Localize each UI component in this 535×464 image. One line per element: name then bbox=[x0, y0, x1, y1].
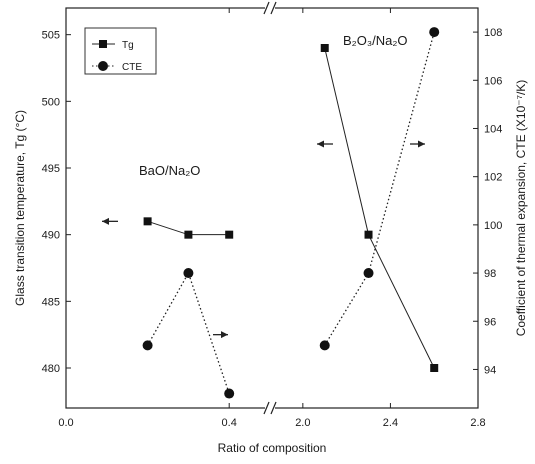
b2o3-tg-line bbox=[324, 47, 435, 369]
bao-cte-point bbox=[183, 268, 194, 279]
b2o3-tg-point bbox=[320, 44, 329, 52]
bao-cte-line bbox=[147, 271, 230, 394]
y-left-tick-label: 485 bbox=[42, 296, 60, 308]
legend-label: Tg bbox=[122, 40, 134, 51]
bao-cte-point bbox=[142, 340, 153, 351]
b2o3-tg-point bbox=[364, 230, 373, 239]
x-tick-label: 2.8 bbox=[470, 417, 485, 429]
y-right-tick-label: 100 bbox=[484, 220, 502, 232]
ticks: 0.0 0.4 2.0 2.4 2.8 480 485 490 495 500 505 94 96 98 1… bbox=[13, 8, 528, 455]
y-right-tick-label: 104 bbox=[484, 123, 502, 135]
y-right-axis-label: Coefficient of thermal expansion, CTE (X… bbox=[514, 80, 528, 337]
series-layer bbox=[142, 27, 440, 399]
axis-break-bottom-mask bbox=[265, 402, 275, 414]
plot-frame bbox=[65, 1, 479, 415]
b2o3-cte-point bbox=[363, 268, 374, 279]
y-right-tick-label: 96 bbox=[484, 316, 496, 328]
annotation-layer: BaO/Na₂O B₂O₃/Na₂O bbox=[102, 33, 425, 339]
x-tick-label: 0.0 bbox=[58, 417, 73, 429]
y-left-axis-label: Glass transition temperature, Tg (°C) bbox=[13, 110, 27, 306]
y-left-tick-label: 490 bbox=[42, 230, 60, 242]
arrow-head bbox=[317, 140, 324, 148]
b2o3-na2o-annotation: B₂O₃/Na₂O bbox=[343, 33, 408, 48]
left-arrow-icon bbox=[317, 140, 333, 148]
axis-break-bottom-mark bbox=[270, 401, 277, 415]
right-arrow-icon bbox=[410, 140, 425, 148]
y-right-tick-label: 94 bbox=[484, 364, 496, 376]
axis-break-top-mark bbox=[270, 1, 277, 15]
legend-circle-marker bbox=[98, 61, 108, 71]
b2o3-cte-point bbox=[319, 340, 330, 351]
bao-tg-point bbox=[225, 230, 234, 239]
bao-tg-point bbox=[143, 217, 152, 226]
left-arrow-icon bbox=[102, 217, 118, 225]
arrow-head bbox=[221, 331, 228, 339]
legend-box bbox=[84, 27, 157, 75]
y-left-tick-label: 495 bbox=[42, 163, 60, 175]
x-tick-label: 0.4 bbox=[222, 417, 237, 429]
b2o3-tg-point bbox=[430, 364, 439, 372]
y-right-tick-label: 98 bbox=[484, 268, 496, 280]
bao-tg-point bbox=[184, 230, 193, 239]
arrow-head bbox=[418, 140, 425, 148]
y-left-tick-label: 505 bbox=[42, 30, 60, 42]
arrow-head bbox=[102, 217, 109, 225]
y-left-tick-label: 500 bbox=[42, 96, 60, 108]
y-left-tick-label: 480 bbox=[42, 363, 60, 375]
y-right-tick-label: 106 bbox=[484, 75, 502, 87]
axis-break-top-mask bbox=[265, 2, 275, 14]
right-arrow-icon bbox=[213, 331, 228, 339]
legend: Tg CTE bbox=[84, 27, 157, 75]
legend-label: CTE bbox=[122, 62, 142, 73]
x-axis-label: Ratio of composition bbox=[218, 441, 327, 455]
bao-cte-point bbox=[224, 388, 235, 399]
b2o3-cte-point bbox=[429, 27, 440, 38]
x-tick-label: 2.4 bbox=[383, 417, 398, 429]
bao-na2o-annotation: BaO/Na₂O bbox=[139, 163, 200, 178]
x-tick-label: 2.0 bbox=[295, 417, 310, 429]
y-right-tick-label: 108 bbox=[484, 27, 502, 39]
axis-break-top-mark bbox=[263, 1, 270, 15]
y-right-tick-label: 102 bbox=[484, 172, 502, 184]
b2o3-cte-line bbox=[324, 31, 435, 346]
axis-break-bottom-mark bbox=[263, 401, 270, 415]
legend-square-marker bbox=[99, 40, 107, 48]
